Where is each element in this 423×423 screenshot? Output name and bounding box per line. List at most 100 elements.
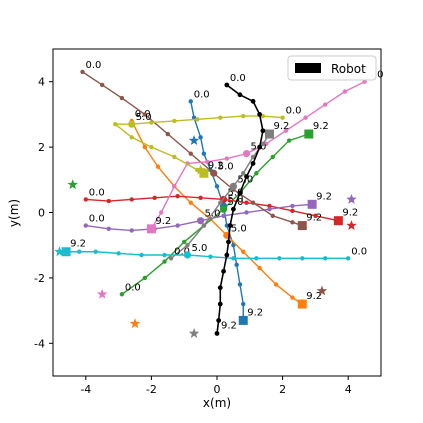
trajectory-point — [290, 295, 295, 300]
trajectory-point — [155, 164, 161, 169]
time-label-start: 0.0 — [351, 246, 367, 257]
trajectory-point — [198, 135, 203, 140]
agent-trajectory-9: 5.0 0.0 9.2 — [113, 106, 302, 178]
trajectory-point — [129, 197, 134, 202]
mid-marker — [229, 182, 237, 190]
time-label-mid: 5.0 — [191, 243, 207, 254]
trajectory-point — [149, 144, 154, 150]
end-marker — [238, 315, 248, 325]
trajectory-point — [162, 259, 167, 264]
trajectory-point — [224, 82, 230, 88]
trajectory-point — [270, 213, 275, 218]
end-marker — [199, 168, 209, 178]
trajectory-point — [77, 249, 82, 254]
trajectory-point — [237, 92, 243, 98]
trajectory-point — [362, 79, 367, 84]
trajectory-point — [83, 223, 89, 228]
time-label-start: 0.0 — [89, 214, 105, 225]
trajectory-point — [168, 256, 174, 261]
trajectory-point — [280, 115, 285, 120]
trajectory-point — [113, 122, 118, 127]
time-label-end: 9.2 — [306, 291, 322, 302]
trajectory-point — [198, 195, 203, 200]
trajectory-point — [188, 200, 193, 205]
time-label-mid: 5.0 — [136, 112, 152, 123]
trajectory-point — [290, 220, 295, 225]
robot-trajectory: 0.0 9.2 — [214, 73, 266, 336]
mid-marker — [183, 251, 192, 259]
trajectory-point — [129, 228, 134, 233]
goal-star — [96, 288, 108, 299]
trajectory-point — [218, 200, 223, 205]
trajectory-point — [241, 113, 246, 119]
y-tick-label: -2 — [34, 272, 45, 285]
x-tick-label: 0 — [214, 383, 221, 396]
trajectory-point — [172, 118, 177, 124]
x-tick-label: 4 — [345, 383, 352, 396]
trajectory-point — [283, 128, 289, 133]
trajectory-point — [119, 292, 125, 297]
trajectory-point — [83, 197, 89, 202]
goal-star — [54, 246, 65, 257]
mid-marker — [242, 150, 251, 158]
end-marker — [264, 129, 274, 139]
time-label-end: 9.2 — [70, 239, 86, 250]
x-tick-label: -2 — [146, 383, 157, 396]
trajectory-point — [264, 141, 269, 147]
trajectory-point — [257, 112, 263, 117]
trajectory-point — [216, 318, 222, 323]
trajectory-point — [290, 203, 295, 209]
trajectory-point — [244, 210, 249, 215]
y-axis-label: y(m) — [7, 199, 21, 227]
trajectory-point — [119, 95, 125, 101]
goal-star — [188, 135, 200, 146]
trajectory-point — [254, 256, 259, 261]
trajectory-line — [131, 120, 303, 305]
trajectory-line — [82, 71, 303, 227]
trajectory-point — [260, 128, 266, 134]
trajectory-point — [172, 184, 177, 189]
trajectory-point — [342, 89, 348, 94]
mid-marker — [219, 205, 228, 213]
end-marker — [297, 221, 307, 231]
trajectory-point — [175, 193, 180, 199]
time-label-end: 9.2 — [306, 213, 322, 224]
time-label-start: 0.0 — [89, 187, 105, 198]
y-tick-label: 0 — [38, 207, 45, 220]
goal-star — [188, 327, 200, 338]
trajectory-point — [204, 159, 210, 165]
trajectory-line — [216, 84, 264, 334]
trajectory-line — [85, 195, 339, 222]
mid-marker — [197, 217, 205, 225]
trajectory-point — [241, 301, 246, 307]
goal-star — [316, 285, 328, 296]
trajectory-point — [129, 135, 134, 140]
time-label-start: 0.0 — [125, 282, 141, 293]
trajectory-point — [159, 210, 164, 215]
trajectory-point — [267, 207, 272, 212]
trajectory-point — [221, 268, 226, 274]
x-tick-label: 2 — [279, 383, 286, 396]
trajectory-point — [175, 223, 180, 228]
agent-trajectory-10: 5.0 0.0 9.2 — [54, 239, 367, 261]
trajectory-point — [300, 256, 305, 261]
trajectory-point — [303, 115, 308, 120]
time-label-mid: 5.0 — [228, 194, 244, 205]
trajectory-point — [254, 171, 259, 176]
trajectory-point — [116, 251, 121, 256]
trajectory-point — [257, 265, 262, 271]
trajectory-point — [142, 144, 148, 150]
end-marker — [146, 224, 156, 234]
trajectory-point — [224, 252, 230, 258]
legend-label-robot: Robot — [331, 62, 366, 76]
trajectory-point — [149, 120, 154, 125]
trajectory-point — [214, 184, 220, 189]
y-tick-label: -4 — [34, 337, 45, 350]
trajectory-point — [244, 200, 249, 205]
x-axis-label: x(m) — [203, 396, 231, 410]
trajectory-point — [185, 243, 190, 248]
trajectory-point — [250, 98, 256, 104]
trajectory-point — [250, 161, 256, 166]
time-label-start: 0.0 — [194, 89, 210, 100]
